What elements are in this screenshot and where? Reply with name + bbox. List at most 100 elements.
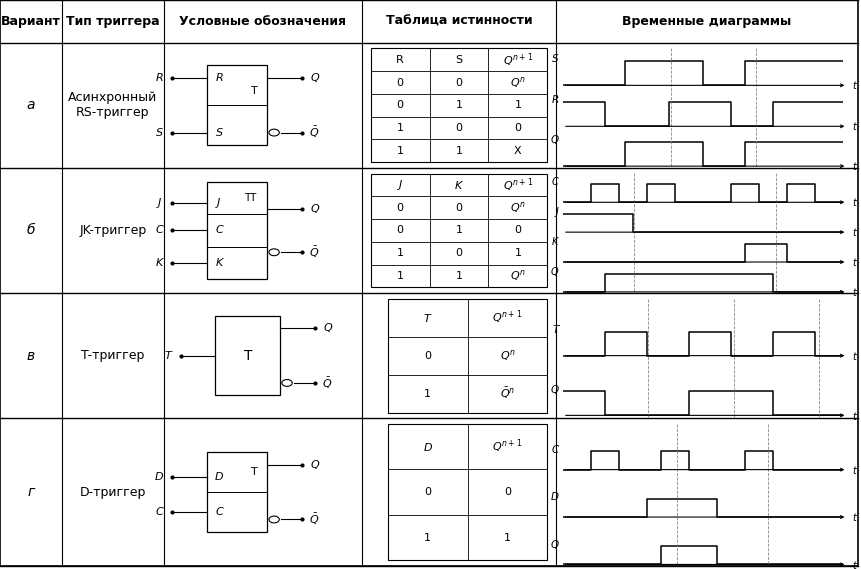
Text: $Q^{n}$: $Q^{n}$ — [510, 200, 525, 215]
Bar — [207, 452, 267, 532]
Text: C: C — [551, 445, 558, 455]
Text: 0: 0 — [514, 225, 521, 236]
Text: R: R — [216, 73, 223, 83]
Text: J: J — [158, 198, 161, 208]
Text: Временные диаграммы: Временные диаграммы — [622, 15, 790, 28]
Text: S: S — [455, 55, 462, 65]
Text: 1: 1 — [455, 146, 462, 156]
Text: X: X — [513, 146, 521, 156]
Text: t: t — [852, 352, 855, 362]
Text: а: а — [27, 98, 35, 112]
Text: T: T — [552, 325, 558, 335]
Text: Q: Q — [550, 267, 558, 277]
Text: C: C — [156, 507, 163, 517]
Text: 1: 1 — [504, 533, 511, 543]
Text: t: t — [852, 228, 855, 238]
Text: C: C — [156, 225, 163, 236]
Text: T: T — [164, 351, 171, 361]
Text: 1: 1 — [396, 248, 403, 258]
Text: R: R — [551, 95, 558, 105]
Text: T: T — [251, 467, 257, 477]
Bar — [370, 48, 547, 162]
Text: Асинхронный
RS-триггер: Асинхронный RS-триггер — [68, 91, 158, 119]
Text: $Q^{n+1}$: $Q^{n+1}$ — [502, 51, 532, 68]
Text: 1: 1 — [455, 271, 462, 281]
Text: 0: 0 — [504, 487, 511, 497]
Text: Q: Q — [550, 385, 558, 395]
Text: D: D — [214, 472, 223, 482]
Text: 0: 0 — [396, 203, 403, 213]
Text: 0: 0 — [396, 100, 403, 110]
Text: 0: 0 — [396, 225, 403, 236]
Text: Q: Q — [323, 323, 331, 333]
Text: $\bar{Q}$: $\bar{Q}$ — [322, 376, 332, 390]
Text: 1: 1 — [455, 225, 462, 236]
Text: S: S — [216, 127, 223, 138]
Text: TT: TT — [244, 193, 256, 203]
Text: Условные обозначения: Условные обозначения — [179, 15, 346, 28]
Text: D-триггер: D-триггер — [79, 486, 146, 498]
Text: t: t — [852, 81, 855, 92]
Text: Тип триггера: Тип триггера — [66, 15, 159, 28]
Text: Q: Q — [310, 204, 319, 213]
Text: 1: 1 — [514, 100, 521, 110]
Text: $Q^{n}$: $Q^{n}$ — [499, 348, 515, 363]
Text: $\bar{Q}^{n}$: $\bar{Q}^{n}$ — [499, 386, 515, 401]
Text: D: D — [155, 472, 164, 482]
Text: Вариант: Вариант — [1, 15, 61, 28]
Text: t: t — [852, 466, 855, 476]
Text: t: t — [852, 199, 855, 208]
Text: $Q^{n}$: $Q^{n}$ — [510, 269, 525, 283]
Text: T: T — [244, 349, 251, 362]
Text: t: t — [852, 288, 855, 298]
Text: K: K — [552, 237, 558, 247]
Text: $Q^{n+1}$: $Q^{n+1}$ — [492, 309, 522, 327]
Text: D: D — [550, 492, 558, 502]
Text: 1: 1 — [424, 533, 430, 543]
Text: C: C — [551, 178, 558, 187]
Text: 0: 0 — [455, 248, 462, 258]
Text: R: R — [396, 55, 404, 65]
Text: $T$: $T$ — [423, 312, 432, 324]
Text: S: S — [156, 127, 163, 138]
Bar — [207, 65, 267, 145]
Text: t: t — [852, 258, 855, 268]
Text: T: T — [251, 86, 257, 96]
Text: t: t — [852, 162, 855, 172]
Text: $Q^{n+1}$: $Q^{n+1}$ — [492, 438, 522, 455]
Text: K: K — [215, 258, 222, 267]
Text: Q: Q — [550, 135, 558, 145]
Text: C: C — [215, 225, 222, 236]
Text: 0: 0 — [455, 77, 462, 88]
Text: 1: 1 — [455, 100, 462, 110]
Text: $J$: $J$ — [396, 178, 403, 192]
Bar — [207, 182, 267, 279]
Bar — [370, 174, 547, 287]
Text: $\bar{Q}$: $\bar{Q}$ — [309, 125, 319, 140]
Text: J: J — [555, 207, 558, 217]
Bar — [387, 299, 547, 413]
Text: R: R — [156, 73, 163, 83]
Text: $D$: $D$ — [422, 440, 432, 453]
Text: $\bar{Q}$: $\bar{Q}$ — [309, 245, 319, 260]
Text: 1: 1 — [396, 146, 403, 156]
Text: б: б — [27, 224, 35, 237]
Text: $Q^{n+1}$: $Q^{n+1}$ — [502, 176, 532, 193]
Bar — [387, 424, 547, 560]
Text: 1: 1 — [396, 123, 403, 133]
Text: S: S — [551, 54, 558, 64]
Text: K: K — [156, 258, 163, 267]
Text: t: t — [852, 513, 855, 523]
Text: C: C — [215, 507, 222, 517]
Text: 1: 1 — [514, 248, 521, 258]
Text: T-триггер: T-триггер — [81, 349, 145, 362]
Text: Q: Q — [310, 73, 319, 83]
Bar — [215, 316, 280, 395]
Text: 1: 1 — [396, 271, 403, 281]
Text: t: t — [852, 411, 855, 422]
Text: Таблица истинности: Таблица истинности — [385, 15, 532, 28]
Text: t: t — [852, 122, 855, 133]
Text: 0: 0 — [424, 487, 430, 497]
Text: $Q^{n}$: $Q^{n}$ — [510, 75, 525, 90]
Text: 0: 0 — [455, 203, 462, 213]
